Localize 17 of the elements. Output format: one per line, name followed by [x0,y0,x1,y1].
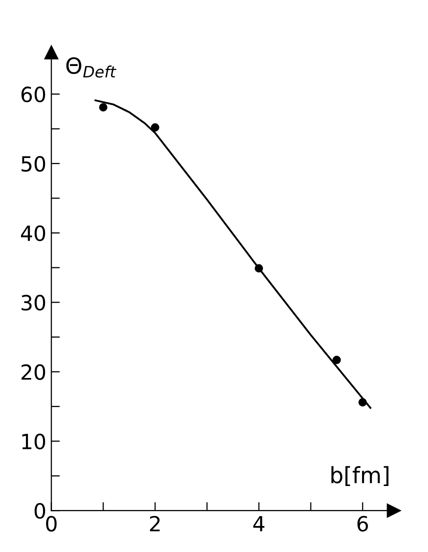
y-tick-label: 0 [34,503,46,519]
line-series [94,99,372,409]
y-tick-label: 10 [22,434,46,450]
x-tick-label: 0 [46,516,57,532]
y-tick-label: 40 [21,225,46,242]
y-tick-label: 60 [21,86,46,102]
x-tick-label: 2 [150,516,160,532]
x-tick-label: 6 [357,516,368,532]
point [150,123,160,132]
point [99,103,108,112]
y-tick-label: 20 [22,364,46,380]
x-axis-title: b[fm] [331,466,388,486]
x-tick-label: 4 [253,516,264,532]
point [332,356,341,364]
y-tick-label: 30 [22,294,46,311]
y-axis-title: Θ$_{Deft}$ [66,57,116,78]
y-tick-label: 50 [22,156,46,172]
